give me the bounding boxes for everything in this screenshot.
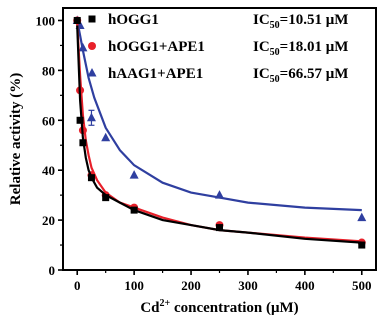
x-tick-label: 0: [74, 278, 81, 293]
legend-item: hOGG1 IC50=10.51 μM: [88, 12, 348, 31]
legend-label: hOGG1: [108, 12, 159, 28]
data-point: [215, 190, 224, 199]
y-tick-label: 0: [49, 263, 56, 278]
fit-curve: [76, 20, 362, 212]
y-tick-label: 100: [36, 13, 56, 28]
legend-item: hAAG1+APE1 IC50=66.57 μM: [87, 66, 348, 85]
data-point: [358, 241, 366, 249]
plot-axes: 0 100 200 300 400 500 0 20 40 60 80 100: [36, 7, 377, 293]
x-tick-label: 400: [295, 278, 315, 293]
data-point: [87, 174, 95, 182]
data-point: [88, 15, 96, 23]
x-tick-label: 300: [238, 278, 258, 293]
data-point: [130, 206, 138, 214]
data-point: [79, 139, 87, 147]
x-axis-label: Cd2+ concentration (μM): [140, 298, 298, 316]
legend-ic50: IC50=66.57 μM: [253, 66, 348, 85]
x-tick-label: 100: [124, 278, 144, 293]
legend-ic50: IC50=18.01 μM: [253, 39, 348, 58]
series-haag1-ape1: [72, 15, 367, 222]
data-point: [357, 212, 367, 222]
legend-label: hAAG1+APE1: [108, 66, 203, 82]
legend-label: hOGG1+APE1: [108, 39, 205, 55]
y-tick-label: 80: [42, 63, 55, 78]
y-tick-label: 60: [42, 113, 55, 128]
legend-item: hOGG1+APE1 IC50=18.01 μM: [88, 39, 348, 58]
series-hogg1: [73, 16, 366, 249]
data-point: [216, 224, 223, 232]
data-point: [102, 194, 110, 202]
data-point: [73, 16, 81, 24]
data-point: [76, 116, 84, 124]
data-point: [88, 42, 96, 50]
x-tick-label: 200: [181, 278, 201, 293]
data-point: [101, 132, 111, 142]
y-tick-label: 20: [42, 213, 55, 228]
data-point: [78, 42, 88, 52]
fit-curve: [76, 25, 362, 244]
x-tick-label: 500: [352, 278, 372, 293]
data-point: [86, 112, 96, 122]
legend: hOGG1 IC50=10.51 μM hOGG1+APE1 IC50=18.01 μ…: [87, 12, 348, 85]
series-layer: [72, 15, 367, 249]
y-tick-label: 40: [42, 163, 55, 178]
y-axis-label: Relative activity (%): [8, 73, 24, 205]
data-point: [87, 68, 97, 77]
legend-ic50: IC50=10.51 μM: [253, 12, 348, 31]
data-point: [129, 170, 139, 179]
